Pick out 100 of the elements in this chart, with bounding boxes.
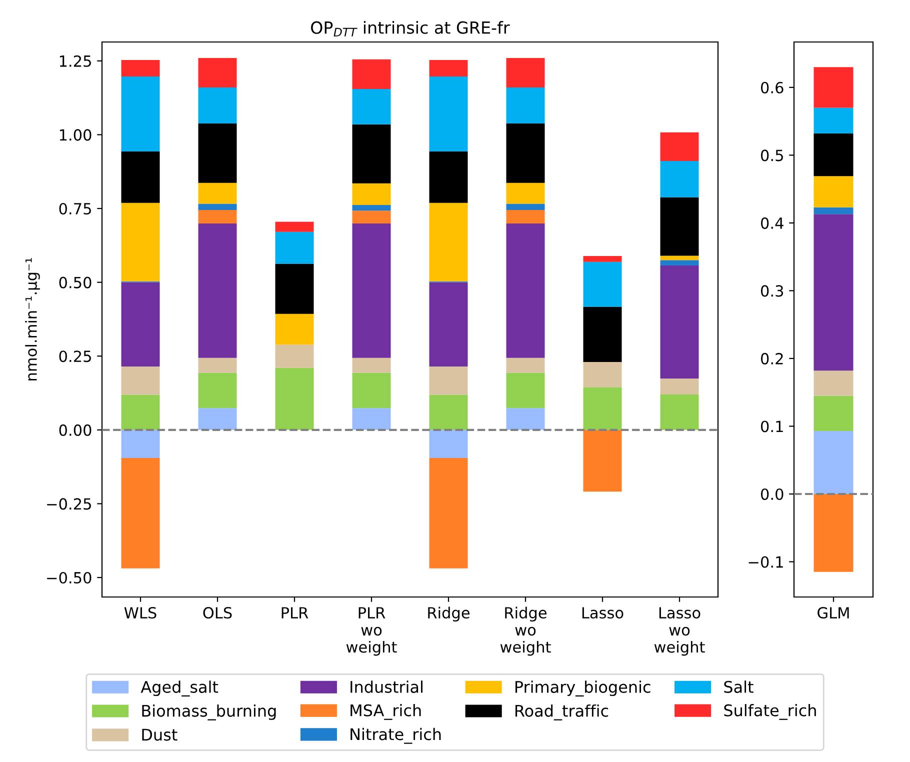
y-tick-label: 0.3 xyxy=(760,285,784,297)
bar xyxy=(583,262,622,307)
bar xyxy=(660,265,699,379)
legend-label: Biomass_burning xyxy=(142,704,276,720)
bar xyxy=(660,132,699,161)
x-tick-label: WLS xyxy=(124,606,156,619)
bar xyxy=(814,176,854,208)
bar xyxy=(583,430,622,492)
bar xyxy=(506,123,545,183)
bar xyxy=(429,152,468,203)
bar xyxy=(660,256,699,260)
bar xyxy=(583,362,622,388)
y-tick-label: 0.75 xyxy=(59,202,91,215)
bar xyxy=(121,394,160,430)
bar xyxy=(352,59,391,89)
bar xyxy=(583,256,622,262)
bar xyxy=(352,210,391,224)
bar xyxy=(352,88,391,124)
y-tick-label: −0.50 xyxy=(47,572,92,584)
y-tick-label: 1.00 xyxy=(60,129,92,141)
bar xyxy=(121,282,160,366)
bar xyxy=(275,344,314,368)
bar xyxy=(352,372,391,408)
bar xyxy=(814,67,854,108)
bar xyxy=(506,210,545,224)
bar xyxy=(198,358,237,373)
y-tick-label: 0.5 xyxy=(760,150,783,162)
y-tick-label: 0.6 xyxy=(760,82,784,94)
y-tick-label: 1.25 xyxy=(60,55,91,67)
bar xyxy=(506,204,545,210)
legend-label: Nitrate_rich xyxy=(350,728,441,744)
bar xyxy=(275,232,314,264)
bar xyxy=(814,370,854,396)
x-tick-label: OLS xyxy=(203,606,232,619)
bar xyxy=(429,430,468,458)
y-tick-label: −0.25 xyxy=(47,498,91,510)
bar xyxy=(275,368,314,430)
bar xyxy=(506,224,545,358)
bar xyxy=(198,204,237,210)
bar xyxy=(429,366,468,395)
bar xyxy=(506,372,545,408)
bar xyxy=(506,358,545,373)
bar xyxy=(429,60,468,77)
bar xyxy=(583,306,622,362)
bar xyxy=(660,378,699,394)
bar xyxy=(198,58,237,88)
bar xyxy=(814,108,854,134)
bar xyxy=(352,358,391,373)
y-tick-label: 0.25 xyxy=(59,350,91,362)
y-axis-title: nmol.min⁻¹.µg⁻¹ xyxy=(25,258,40,380)
y-tick-label: 0.50 xyxy=(59,276,92,288)
y-tick-label: −0.1 xyxy=(748,556,783,568)
x-tick-label: PLR wo weight xyxy=(346,607,397,656)
legend-label: Dust xyxy=(142,728,178,741)
bar xyxy=(506,408,545,430)
bar xyxy=(121,76,160,152)
bar xyxy=(198,372,237,408)
y-tick-label: 0.00 xyxy=(59,424,92,436)
bar xyxy=(352,408,391,430)
y-tick-label: 0.1 xyxy=(760,420,783,432)
x-tick-label: Lasso xyxy=(582,607,624,619)
bar xyxy=(121,60,160,77)
bar xyxy=(814,494,854,572)
bar xyxy=(660,197,699,256)
bar xyxy=(121,430,160,458)
bar xyxy=(506,58,545,88)
bar xyxy=(198,408,237,430)
legend-label: Aged_salt xyxy=(140,680,218,696)
y-tick-label: 0.4 xyxy=(760,217,784,229)
bar xyxy=(275,222,314,232)
bar xyxy=(814,430,854,494)
legend-label: Road_traffic xyxy=(515,704,608,720)
bar xyxy=(121,202,160,282)
bar xyxy=(198,123,237,183)
bar xyxy=(583,387,622,430)
bar xyxy=(506,182,545,204)
bar xyxy=(814,133,854,176)
bar xyxy=(352,204,391,211)
y-tick-label: 0.2 xyxy=(760,352,783,364)
chart-title: OP$_{DTT}$ intrinsic at GRE-fr xyxy=(311,21,510,36)
x-tick-label: GLM xyxy=(818,606,849,619)
bar xyxy=(121,366,160,395)
bar xyxy=(814,214,854,371)
bar xyxy=(275,314,314,345)
bar xyxy=(660,160,699,198)
bar xyxy=(121,458,160,568)
legend-label: Primary_biogenic xyxy=(515,680,650,696)
bar xyxy=(198,87,237,124)
legend-label: Industrial xyxy=(350,680,422,693)
bar xyxy=(660,394,699,430)
legend-label: Salt xyxy=(724,680,754,693)
bar xyxy=(121,152,160,203)
bar xyxy=(275,264,314,314)
bar xyxy=(429,394,468,430)
bar xyxy=(429,76,468,152)
bar xyxy=(198,182,237,204)
x-tick-label: Ridge xyxy=(428,606,470,622)
bar xyxy=(429,202,468,282)
x-tick-label: PLR xyxy=(282,607,308,618)
y-tick-label: 0.0 xyxy=(760,488,784,500)
